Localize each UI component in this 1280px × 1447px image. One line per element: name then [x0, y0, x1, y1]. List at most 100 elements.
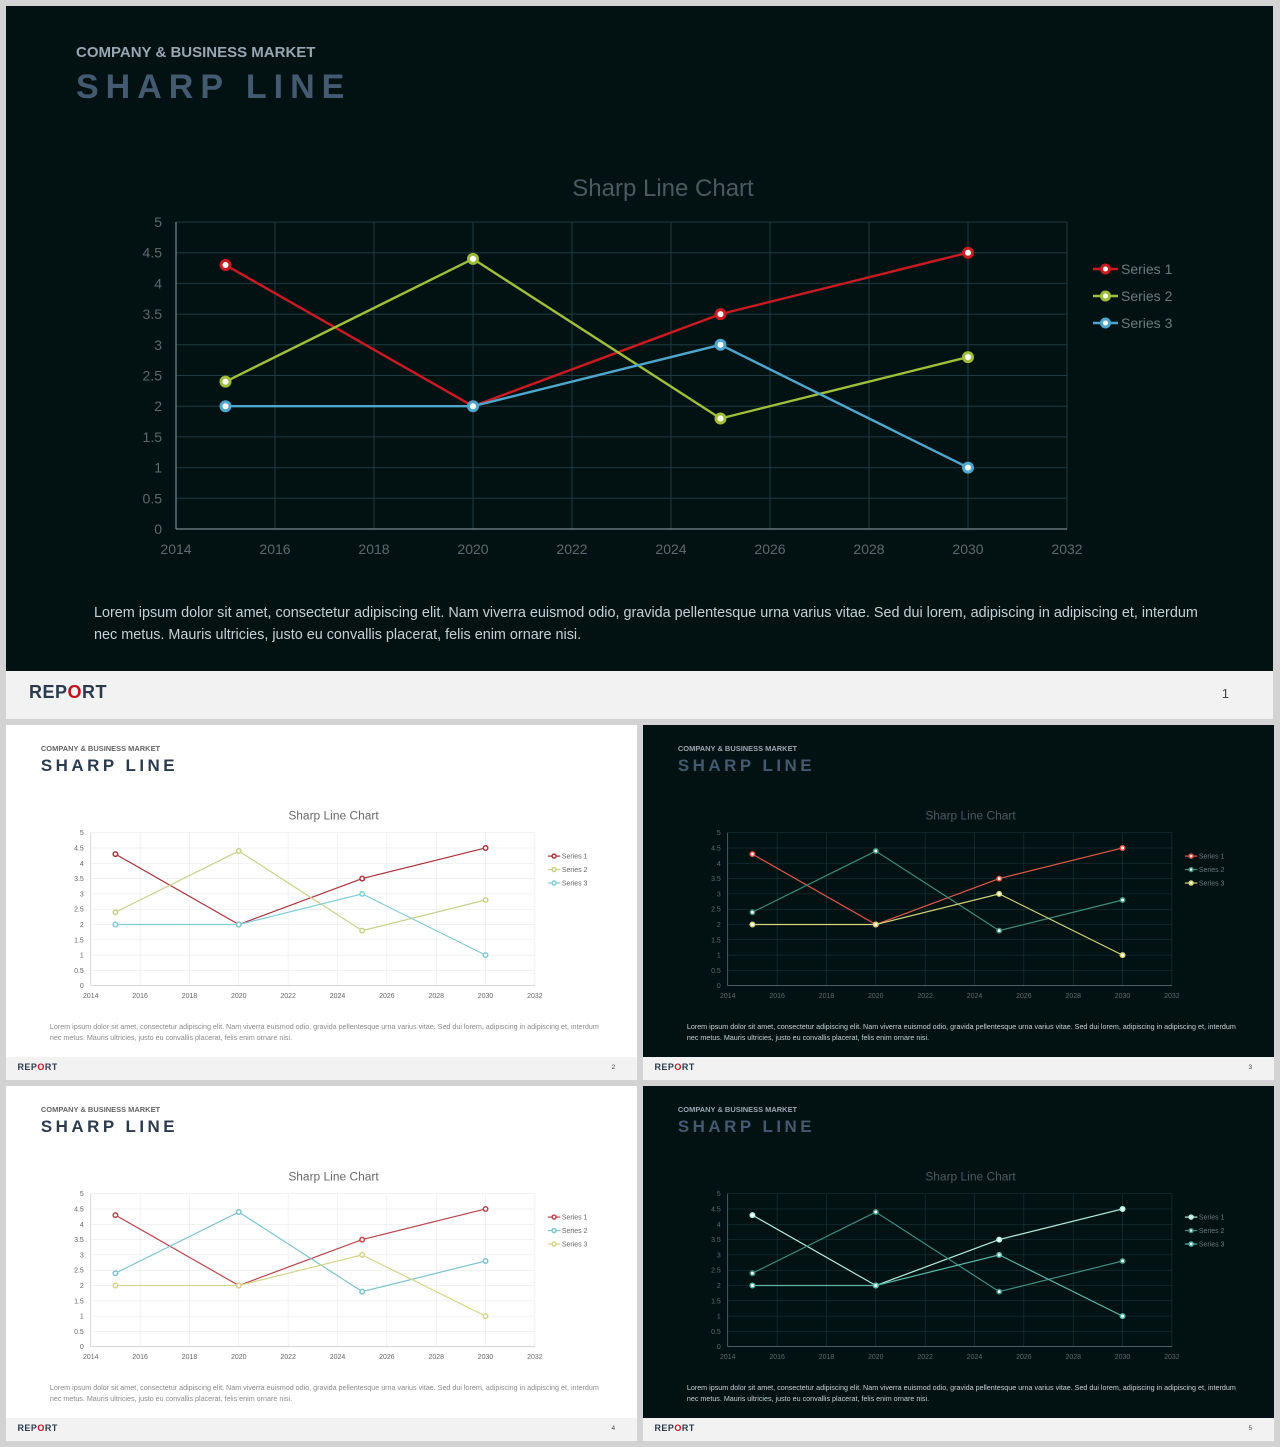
y-tick-label: 5 [717, 830, 721, 837]
y-tick-label: 1 [80, 953, 84, 960]
y-tick-label: 0 [717, 983, 721, 990]
series-line [752, 1211, 1123, 1293]
y-tick-label: 3 [717, 891, 721, 898]
x-tick-label: 2016 [769, 1354, 785, 1361]
data-point [219, 400, 232, 413]
data-point [749, 1282, 756, 1289]
legend-label: Series 1 [1199, 854, 1225, 861]
footer-brand-part: REP [17, 1423, 38, 1434]
legend-swatch-marker [1188, 880, 1194, 886]
x-tick-label: 2028 [853, 541, 884, 557]
footer-brand-part: O [674, 1423, 682, 1434]
y-tick-label: 2 [154, 398, 162, 414]
data-point [872, 848, 879, 855]
series-line [115, 1254, 486, 1317]
slide-description: Lorem ipsum dolor sit amet, consectetur … [686, 1023, 1236, 1043]
y-tick-label: 2 [80, 1283, 84, 1290]
data-point [714, 338, 727, 351]
x-tick-label: 2018 [182, 993, 198, 1000]
data-point [996, 927, 1003, 934]
footer-brand-part: O [37, 1062, 45, 1073]
y-tick-label: 3.5 [711, 876, 721, 883]
legend-swatch-marker [551, 1241, 557, 1247]
footer-brand-part: REP [654, 1423, 675, 1434]
data-point [714, 308, 727, 321]
slide-1[interactable]: COMPANY & BUSINESS MARKET SHARP LINE Lorem… [6, 6, 1273, 719]
footer-brand-part: RT [681, 1062, 695, 1073]
data-point [996, 1236, 1003, 1243]
slide-3[interactable]: COMPANY & BUSINESS MARKET SHARP LINE Lorem… [643, 725, 1274, 1080]
x-tick-label: 2032 [1164, 1354, 1180, 1361]
legend-label: Series 1 [1199, 1215, 1225, 1222]
data-point [467, 252, 479, 265]
x-tick-label: 2018 [182, 1354, 198, 1361]
y-tick-label: 4 [80, 861, 84, 868]
y-tick-label: 5 [80, 1191, 84, 1198]
chart-title: Sharp Line Chart [288, 1170, 379, 1184]
chart-title: Sharp Line Chart [925, 1170, 1016, 1184]
slide-subtitle: COMPANY & BUSINESS MARKET [40, 743, 161, 753]
legend-swatch-marker [1188, 1241, 1194, 1247]
y-tick-label: 0.5 [711, 1329, 721, 1336]
footer-brand-part: RT [681, 1423, 695, 1434]
slide-subtitle: COMPANY & BUSINESS MARKET [76, 44, 316, 61]
data-point [359, 1288, 366, 1295]
x-tick-label: 2028 [1065, 993, 1081, 1000]
slide-4[interactable]: COMPANY & BUSINESS MARKET SHARP LINE Lorem… [6, 1086, 637, 1441]
x-tick-label: 2022 [280, 993, 296, 1000]
line-chart: Sharp Line Chart 0 0.5 1 1.5 2 2.5 3 3.5 4 4.5 5 201… [74, 1170, 588, 1361]
y-tick-label: 3.5 [711, 1237, 721, 1244]
x-tick-label: 2024 [330, 993, 346, 1000]
legend-swatch-marker [551, 866, 557, 873]
data-point [1119, 897, 1126, 904]
slide-footer: REPORT 4 [6, 1418, 637, 1441]
y-tick-label: 2.5 [711, 907, 721, 914]
x-tick-label: 2030 [478, 993, 494, 1000]
data-point [359, 875, 366, 882]
y-tick-label: 1.5 [711, 1298, 721, 1305]
footer-brand: REPORT [654, 1062, 694, 1072]
y-tick-label: 3.5 [143, 306, 163, 322]
y-tick-label: 3.5 [74, 1237, 84, 1244]
x-tick-label: 2024 [330, 1354, 346, 1361]
series-line [115, 1211, 486, 1293]
slide-subtitle: COMPANY & BUSINESS MARKET [677, 743, 798, 753]
x-tick-label: 2026 [1016, 993, 1032, 1000]
x-tick-label: 2018 [819, 1354, 835, 1361]
legend-swatch-marker [1100, 317, 1111, 329]
x-tick-label: 2014 [83, 993, 99, 1000]
y-tick-label: 3 [717, 1252, 721, 1259]
data-point [359, 890, 366, 897]
y-tick-label: 3 [154, 337, 162, 353]
slide-5[interactable]: COMPANY & BUSINESS MARKET SHARP LINE Lorem… [643, 1086, 1274, 1441]
footer-brand-part: RT [44, 1423, 58, 1434]
data-point [962, 246, 974, 259]
data-point [482, 844, 489, 851]
y-tick-label: 2 [717, 1283, 721, 1290]
y-tick-label: 0.5 [711, 968, 721, 975]
legend-swatch-marker [1188, 853, 1194, 859]
x-tick-label: 2030 [952, 541, 983, 557]
y-tick-label: 0.5 [74, 1329, 84, 1336]
slide-title: SHARP LINE [677, 1116, 816, 1136]
legend-swatch-marker [1188, 1214, 1194, 1220]
data-point [112, 921, 119, 928]
y-tick-label: 1 [80, 1314, 84, 1321]
slide-2[interactable]: COMPANY & BUSINESS MARKET SHARP LINE Lorem… [6, 725, 637, 1080]
y-tick-label: 3.5 [74, 876, 84, 883]
data-point [219, 258, 232, 271]
legend-swatch-marker [551, 1227, 557, 1234]
legend-label: Series 2 [562, 1228, 588, 1235]
slide-body: COMPANY & BUSINESS MARKET SHARP LINE Lorem… [6, 725, 637, 1057]
x-tick-label: 2026 [379, 993, 395, 1000]
legend-swatch-marker [551, 853, 557, 859]
y-tick-label: 4.5 [143, 245, 163, 261]
slide-body: COMPANY & BUSINESS MARKET SHARP LINE Lorem… [6, 1086, 637, 1418]
y-tick-label: 4.5 [711, 1206, 721, 1213]
data-point [1119, 844, 1126, 851]
legend-label: Series 3 [1121, 315, 1173, 331]
data-point [112, 851, 119, 858]
line-chart: Sharp Line Chart 0 0.5 1 1.5 2 2.5 3 3.5 4 4.5 5 201… [143, 175, 1173, 557]
slide-body: COMPANY & BUSINESS MARKET SHARP LINE Lorem… [643, 725, 1274, 1057]
legend-label: Series 1 [562, 1215, 588, 1222]
